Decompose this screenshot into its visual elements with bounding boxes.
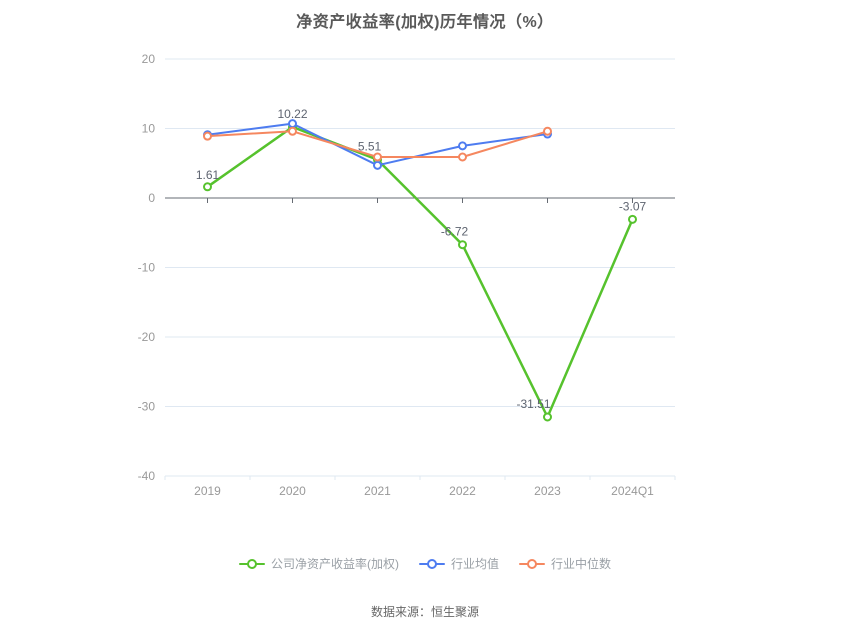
data-point-0-2022[interactable] [458, 240, 467, 250]
y-axis-tick-label: 20 [142, 52, 156, 66]
data-point-0-2023[interactable] [543, 412, 552, 422]
legend-line-circle-icon [238, 558, 265, 569]
legend-label: 行业中位数 [551, 557, 612, 571]
data-point-1-2021[interactable] [373, 160, 382, 170]
legend-line-circle-icon [418, 558, 445, 569]
series-line-0 [206, 125, 634, 419]
data-point-label: 1.61 [196, 168, 220, 182]
data-point-2-2019[interactable] [203, 131, 212, 141]
data-point-0-2024Q1[interactable] [628, 214, 637, 224]
legend-item-2[interactable]: 行业中位数 [519, 555, 611, 572]
data-point-2-2023[interactable] [543, 126, 552, 136]
legend-label: 公司净资产收益率(加权) [270, 557, 399, 571]
data-point-1-2020[interactable] [288, 119, 297, 129]
chart-title: 净资产收益率(加权)历年情况（%） [296, 14, 554, 31]
y-axis-tick-label: -20 [138, 330, 156, 344]
data-point-label: 10.22 [277, 107, 307, 121]
data-point-label: -6.72 [441, 225, 469, 239]
data-point-2-2020[interactable] [288, 126, 297, 136]
data-point-label: -31.51 [516, 397, 550, 411]
y-axis-tick-label: 0 [148, 191, 155, 205]
data-point-2-2021[interactable] [373, 152, 382, 162]
data-point-label: -3.07 [619, 199, 647, 213]
x-axis-tick-label: 2024Q1 [611, 484, 654, 498]
roe-line-chart: 20 10 0 -10 -20 -30 -40 2019 2020 2021 2022 2023 202… [138, 52, 676, 498]
legend-marker-circle [426, 558, 437, 569]
data-point-2-2022[interactable] [458, 152, 467, 162]
x-axis-tick-label: 2022 [449, 484, 476, 498]
data-point-0-2019[interactable] [203, 182, 212, 192]
y-axis-tick-label: -40 [138, 469, 156, 483]
legend-line-circle-icon [519, 558, 545, 569]
y-axis-tick-label: 10 [142, 122, 156, 136]
x-axis-tick-label: 2023 [534, 484, 561, 498]
y-axis-tick-label: -30 [138, 400, 156, 414]
chart-legend: 公司净资产收益率(加权) 行业均值 行业中位数 [0, 555, 850, 572]
legend-marker-circle [246, 558, 257, 569]
legend-marker-circle [527, 558, 537, 569]
data-point-label: 5.51 [358, 140, 382, 154]
legend-item-1[interactable]: 行业均值 [418, 555, 499, 572]
x-axis-tick-label: 2020 [279, 484, 306, 498]
data-point-1-2022[interactable] [458, 141, 467, 151]
legend-item-0[interactable]: 公司净资产收益率(加权) [238, 555, 399, 572]
y-axis-tick-label: -10 [138, 261, 156, 275]
x-axis-tick-label: 2021 [364, 484, 391, 498]
legend-label: 行业均值 [450, 557, 499, 571]
x-axis-tick-label: 2019 [194, 484, 221, 498]
data-source-caption: 数据来源：恒生聚源 [370, 605, 479, 619]
